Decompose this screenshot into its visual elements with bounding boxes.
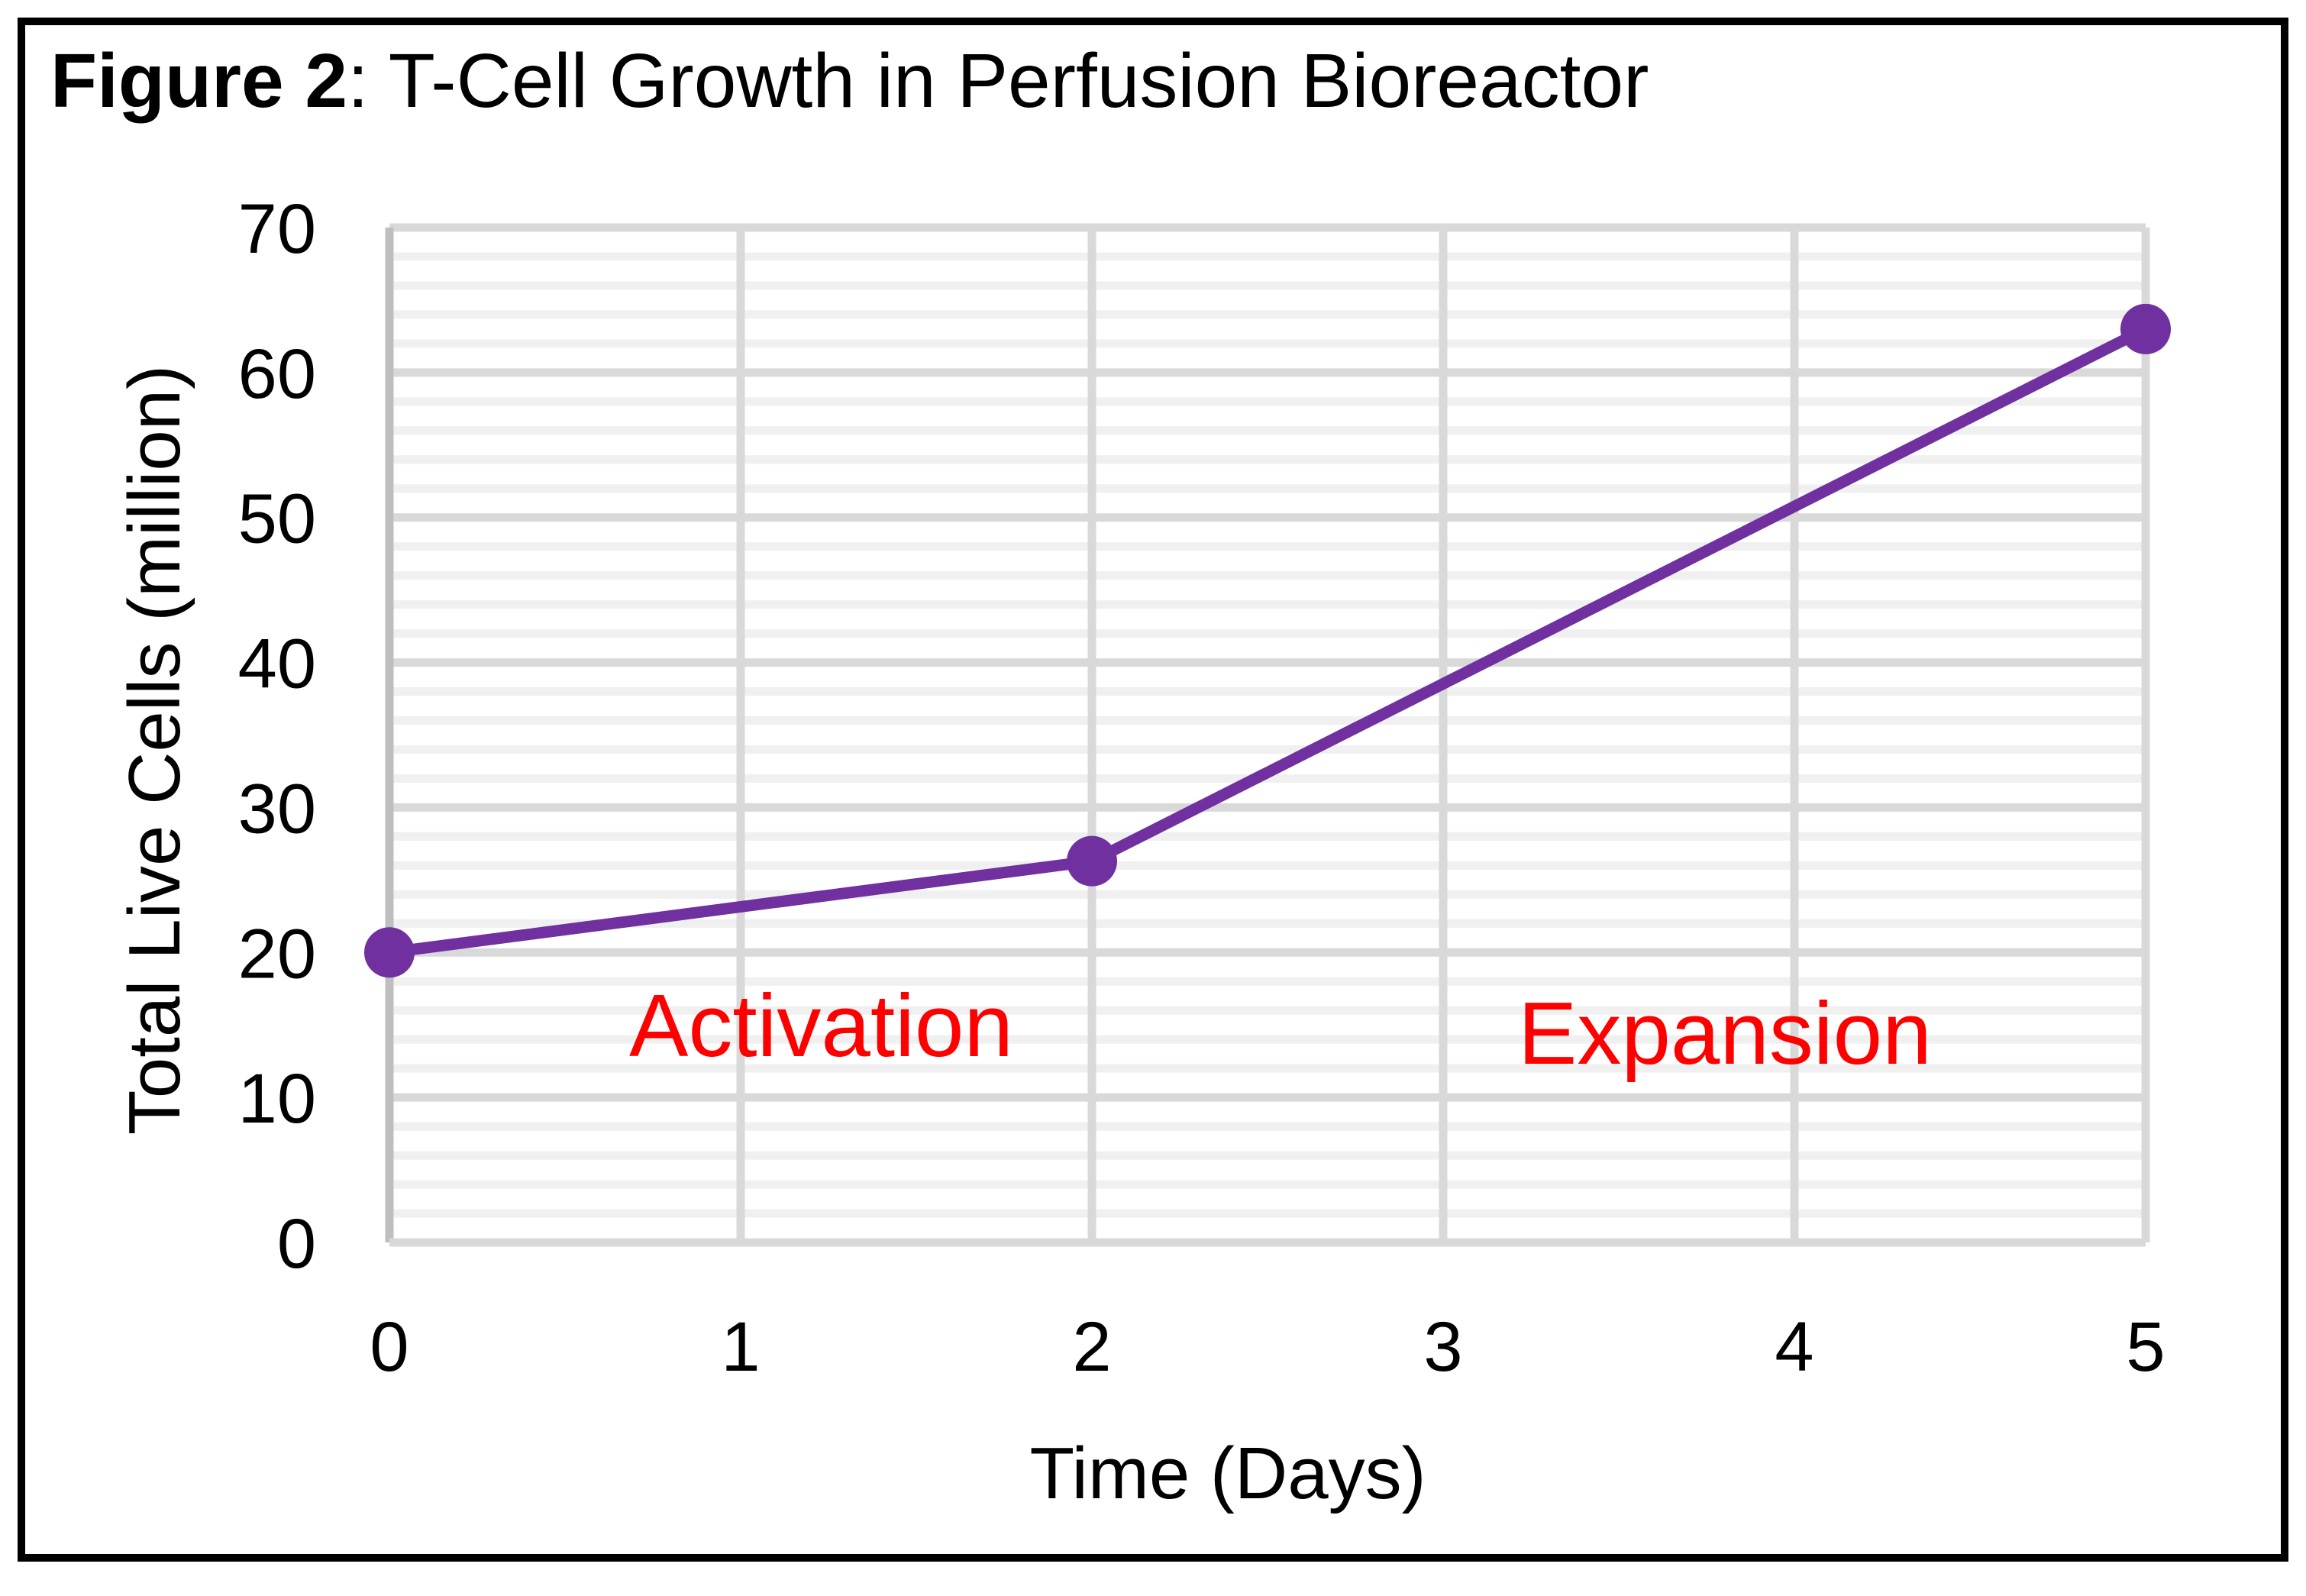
y-tick-label: 20: [238, 915, 316, 993]
chart-title: Figure 2: T-Cell Growth in Perfusion Bio…: [50, 38, 1649, 124]
y-tick-label: 30: [238, 770, 316, 848]
data-point: [364, 927, 415, 978]
annotation-expansion: Expansion: [1518, 984, 1932, 1083]
y-tick-label: 70: [238, 190, 316, 268]
x-tick-label: 2: [1072, 1308, 1111, 1386]
y-tick-label: 60: [238, 335, 316, 413]
y-tick-label: 0: [277, 1205, 316, 1283]
y-tick-label: 10: [238, 1060, 316, 1138]
figure-border: [18, 18, 2288, 1562]
x-tick-label: 5: [2126, 1308, 2165, 1386]
figure-title: : T-Cell Growth in Perfusion Bioreactor: [347, 38, 1649, 124]
y-axis-label: Total Live Cells (million): [114, 365, 195, 1135]
x-axis-label: Time (Days): [1029, 1433, 1426, 1514]
x-tick-label: 3: [1423, 1308, 1462, 1386]
y-tick-label: 50: [238, 480, 316, 558]
tick-labels: 0 10 20 30 40 50 60 70 0 1 2 3 4 5: [238, 190, 2166, 1386]
series: [364, 303, 2171, 978]
y-tick-label: 40: [238, 625, 316, 703]
annotation-activation: Activation: [629, 976, 1013, 1075]
figure-label: Figure 2: [50, 38, 347, 124]
x-tick-label: 0: [370, 1308, 409, 1386]
x-tick-label: 4: [1775, 1308, 1813, 1386]
data-point: [2120, 303, 2171, 354]
x-tick-label: 1: [721, 1308, 760, 1386]
data-point: [1067, 835, 1117, 887]
